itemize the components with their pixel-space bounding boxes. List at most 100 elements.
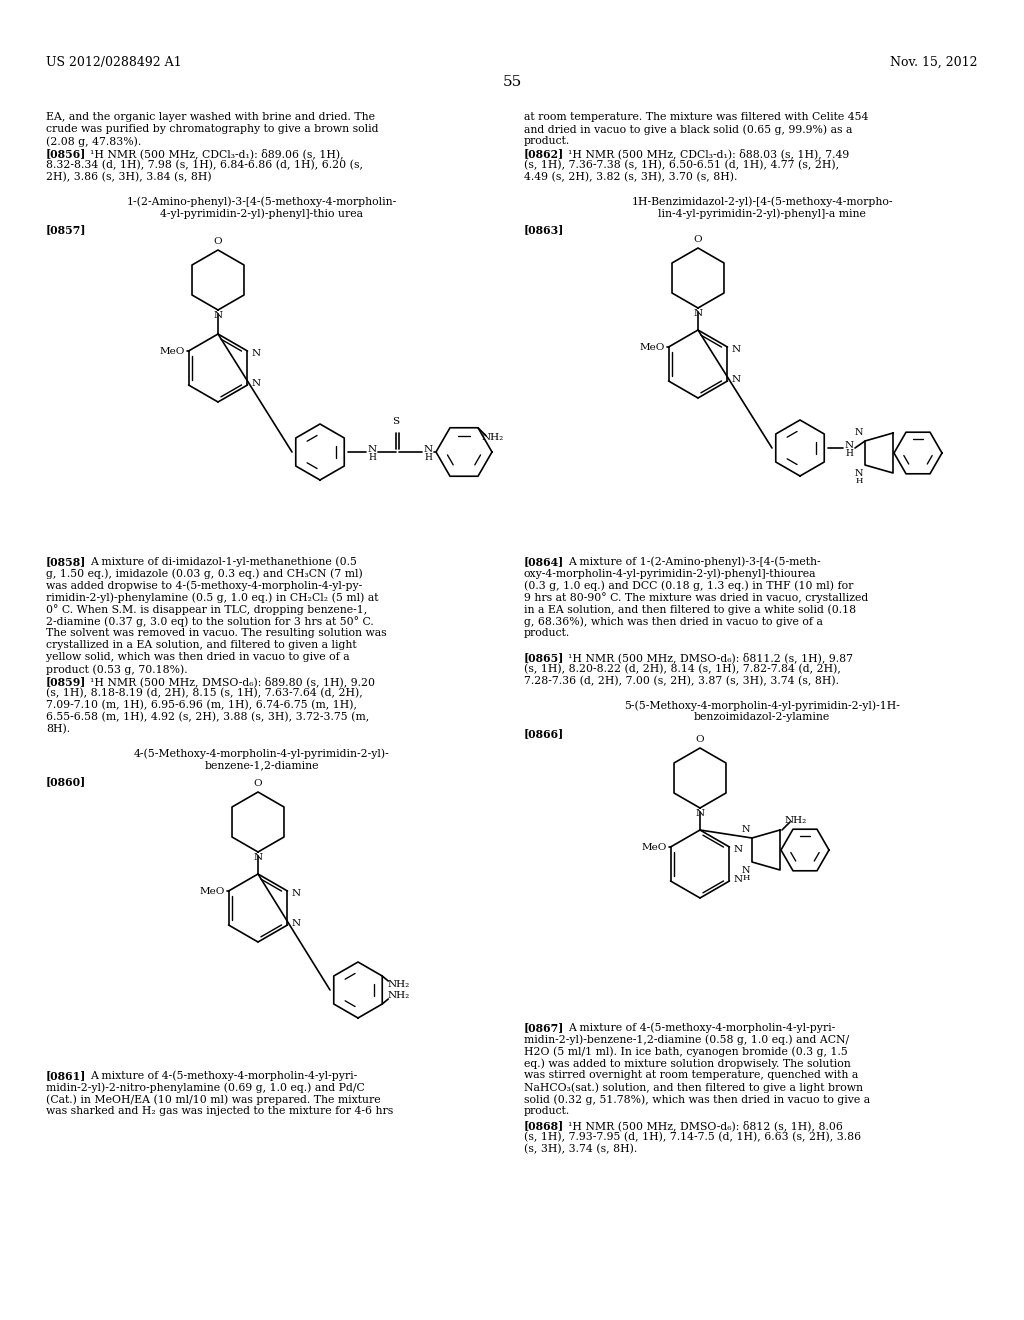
Text: [0867]: [0867]: [524, 1022, 564, 1034]
Text: N: N: [854, 469, 863, 478]
Text: 7.28-7.36 (d, 2H), 7.00 (s, 2H), 3.87 (s, 3H), 3.74 (s, 8H).: 7.28-7.36 (d, 2H), 7.00 (s, 2H), 3.87 (s…: [524, 676, 839, 686]
Text: H: H: [424, 453, 432, 462]
Text: N: N: [253, 853, 262, 862]
Text: 8H).: 8H).: [46, 723, 70, 734]
Text: O: O: [254, 779, 262, 788]
Text: benzoimidazol-2-ylamine: benzoimidazol-2-ylamine: [694, 711, 830, 722]
Text: N: N: [741, 825, 750, 834]
Text: MeO: MeO: [641, 842, 667, 851]
Text: N: N: [731, 345, 740, 354]
Text: (s, 1H), 8.20-8.22 (d, 2H), 8.14 (s, 1H), 7.82-7.84 (d, 2H),: (s, 1H), 8.20-8.22 (d, 2H), 8.14 (s, 1H)…: [524, 664, 841, 675]
Text: O: O: [214, 238, 222, 246]
Text: [0864]: [0864]: [524, 556, 564, 568]
Text: N: N: [695, 809, 705, 818]
Text: A mixture of 1-(2-Amino-phenyl)-3-[4-(5-meth-: A mixture of 1-(2-Amino-phenyl)-3-[4-(5-…: [568, 556, 820, 566]
Text: 8.32-8.34 (d, 1H), 7.98 (s, 1H), 6.84-6.86 (d, 1H), 6.20 (s,: 8.32-8.34 (d, 1H), 7.98 (s, 1H), 6.84-6.…: [46, 160, 362, 170]
Text: N: N: [693, 309, 702, 318]
Text: and dried in vacuo to give a black solid (0.65 g, 99.9%) as a: and dried in vacuo to give a black solid…: [524, 124, 852, 135]
Text: midin-2-yl)-2-nitro-phenylamine (0.69 g, 1.0 eq.) and Pd/C: midin-2-yl)-2-nitro-phenylamine (0.69 g,…: [46, 1082, 365, 1093]
Text: N: N: [368, 445, 377, 454]
Text: [0863]: [0863]: [524, 224, 564, 235]
Text: N: N: [252, 348, 260, 358]
Text: 6.55-6.58 (m, 1H), 4.92 (s, 2H), 3.88 (s, 3H), 3.72-3.75 (m,: 6.55-6.58 (m, 1H), 4.92 (s, 2H), 3.88 (s…: [46, 711, 370, 722]
Text: N: N: [741, 866, 750, 875]
Text: oxy-4-morpholin-4-yl-pyrimidin-2-yl)-phenyl]-thiourea: oxy-4-morpholin-4-yl-pyrimidin-2-yl)-phe…: [524, 568, 816, 578]
Text: N: N: [292, 919, 301, 928]
Text: 55: 55: [503, 75, 521, 88]
Text: H2O (5 ml/1 ml). In ice bath, cyanogen bromide (0.3 g, 1.5: H2O (5 ml/1 ml). In ice bath, cyanogen b…: [524, 1045, 848, 1056]
Text: crude was purified by chromatography to give a brown solid: crude was purified by chromatography to …: [46, 124, 379, 135]
Text: A mixture of di-imidazol-1-yl-methanethione (0.5: A mixture of di-imidazol-1-yl-methanethi…: [90, 556, 357, 566]
Text: product.: product.: [524, 136, 570, 147]
Text: (Cat.) in MeOH/EA (10 ml/10 ml) was prepared. The mixture: (Cat.) in MeOH/EA (10 ml/10 ml) was prep…: [46, 1094, 381, 1105]
Text: lin-4-yl-pyrimidin-2-yl)-phenyl]-a mine: lin-4-yl-pyrimidin-2-yl)-phenyl]-a mine: [658, 209, 866, 219]
Text: O: O: [693, 235, 702, 244]
Text: NH₂: NH₂: [387, 991, 410, 1001]
Text: 2-diamine (0.37 g, 3.0 eq) to the solution for 3 hrs at 50° C.: 2-diamine (0.37 g, 3.0 eq) to the soluti…: [46, 616, 374, 627]
Text: N: N: [292, 888, 301, 898]
Text: 9 hrs at 80-90° C. The mixture was dried in vacuo, crystallized: 9 hrs at 80-90° C. The mixture was dried…: [524, 591, 868, 603]
Text: N: N: [213, 312, 222, 319]
Text: 1-(2-Amino-phenyl)-3-[4-(5-methoxy-4-morpholin-: 1-(2-Amino-phenyl)-3-[4-(5-methoxy-4-mor…: [127, 195, 397, 206]
Text: 4.49 (s, 2H), 3.82 (s, 3H), 3.70 (s, 8H).: 4.49 (s, 2H), 3.82 (s, 3H), 3.70 (s, 8H)…: [524, 172, 737, 182]
Text: crystallized in a EA solution, and filtered to given a light: crystallized in a EA solution, and filte…: [46, 640, 356, 649]
Text: (s, 1H), 7.93-7.95 (d, 1H), 7.14-7.5 (d, 1H), 6.63 (s, 2H), 3.86: (s, 1H), 7.93-7.95 (d, 1H), 7.14-7.5 (d,…: [524, 1133, 861, 1142]
Text: H: H: [856, 477, 863, 484]
Text: MeO: MeO: [200, 887, 224, 895]
Text: H: H: [368, 453, 376, 462]
Text: (s, 3H), 3.74 (s, 8H).: (s, 3H), 3.74 (s, 8H).: [524, 1144, 637, 1155]
Text: (0.3 g, 1.0 eq.) and DCC (0.18 g, 1.3 eq.) in THF (10 ml) for: (0.3 g, 1.0 eq.) and DCC (0.18 g, 1.3 eq…: [524, 579, 853, 590]
Text: NH₂: NH₂: [387, 979, 410, 989]
Text: N: N: [845, 441, 854, 450]
Text: [0861]: [0861]: [46, 1071, 86, 1081]
Text: 2H), 3.86 (s, 3H), 3.84 (s, 8H): 2H), 3.86 (s, 3H), 3.84 (s, 8H): [46, 172, 212, 182]
Text: at room temperature. The mixture was filtered with Celite 454: at room temperature. The mixture was fil…: [524, 112, 868, 121]
Text: N: N: [731, 375, 740, 384]
Text: ¹H NMR (500 MHz, DMSO-d₆): δ89.80 (s, 1H), 9.20: ¹H NMR (500 MHz, DMSO-d₆): δ89.80 (s, 1H…: [90, 676, 375, 686]
Text: 4-(5-Methoxy-4-morpholin-4-yl-pyrimidin-2-yl)-: 4-(5-Methoxy-4-morpholin-4-yl-pyrimidin-…: [134, 748, 390, 759]
Text: ¹H NMR (500 MHz, DMSO-d₆): δ812 (s, 1H), 8.06: ¹H NMR (500 MHz, DMSO-d₆): δ812 (s, 1H),…: [568, 1119, 843, 1131]
Text: solid (0.32 g, 51.78%), which was then dried in vacuo to give a: solid (0.32 g, 51.78%), which was then d…: [524, 1094, 870, 1105]
Text: [0868]: [0868]: [524, 1119, 564, 1131]
Text: benzene-1,2-diamine: benzene-1,2-diamine: [205, 760, 319, 770]
Text: MeO: MeO: [159, 346, 184, 355]
Text: A mixture of 4-(5-methoxy-4-morpholin-4-yl-pyri-: A mixture of 4-(5-methoxy-4-morpholin-4-…: [90, 1071, 357, 1081]
Text: N: N: [733, 845, 742, 854]
Text: g, 1.50 eq.), imidazole (0.03 g, 0.3 eq.) and CH₃CN (7 ml): g, 1.50 eq.), imidazole (0.03 g, 0.3 eq.…: [46, 568, 362, 578]
Text: was stirred overnight at room temperature, quenched with a: was stirred overnight at room temperatur…: [524, 1071, 858, 1080]
Text: yellow solid, which was then dried in vacuo to give of a: yellow solid, which was then dried in va…: [46, 652, 349, 663]
Text: 4-yl-pyrimidin-2-yl)-phenyl]-thio urea: 4-yl-pyrimidin-2-yl)-phenyl]-thio urea: [161, 209, 364, 219]
Text: was sharked and H₂ gas was injected to the mixture for 4-6 hrs: was sharked and H₂ gas was injected to t…: [46, 1106, 393, 1115]
Text: N: N: [252, 379, 260, 388]
Text: [0866]: [0866]: [524, 729, 564, 739]
Text: product (0.53 g, 70.18%).: product (0.53 g, 70.18%).: [46, 664, 187, 675]
Text: N: N: [424, 445, 433, 454]
Text: 0° C. When S.M. is disappear in TLC, dropping benzene-1,: 0° C. When S.M. is disappear in TLC, dro…: [46, 605, 368, 615]
Text: NH₂: NH₂: [785, 816, 807, 825]
Text: Nov. 15, 2012: Nov. 15, 2012: [891, 55, 978, 69]
Text: product.: product.: [524, 628, 570, 638]
Text: rimidin-2-yl)-phenylamine (0.5 g, 1.0 eq.) in CH₂Cl₂ (5 ml) at: rimidin-2-yl)-phenylamine (0.5 g, 1.0 eq…: [46, 591, 379, 602]
Text: [0857]: [0857]: [46, 224, 86, 235]
Text: The solvent was removed in vacuo. The resulting solution was: The solvent was removed in vacuo. The re…: [46, 628, 387, 638]
Text: eq.) was added to mixture solution dropwisely. The solution: eq.) was added to mixture solution dropw…: [524, 1059, 851, 1069]
Text: NH₂: NH₂: [482, 433, 504, 442]
Text: in a EA solution, and then filtered to give a white solid (0.18: in a EA solution, and then filtered to g…: [524, 605, 856, 615]
Text: ¹H NMR (500 MHz, CDCl₃-d₁): δ88.03 (s, 1H), 7.49: ¹H NMR (500 MHz, CDCl₃-d₁): δ88.03 (s, 1…: [568, 148, 849, 158]
Text: [0859]: [0859]: [46, 676, 86, 686]
Text: EA, and the organic layer washed with brine and dried. The: EA, and the organic layer washed with br…: [46, 112, 375, 121]
Text: S: S: [392, 417, 399, 426]
Text: was added dropwise to 4-(5-methoxy-4-morpholin-4-yl-py-: was added dropwise to 4-(5-methoxy-4-mor…: [46, 579, 362, 590]
Text: [0862]: [0862]: [524, 148, 564, 158]
Text: US 2012/0288492 A1: US 2012/0288492 A1: [46, 55, 181, 69]
Text: (s, 1H), 8.18-8.19 (d, 2H), 8.15 (s, 1H), 7.63-7.64 (d, 2H),: (s, 1H), 8.18-8.19 (d, 2H), 8.15 (s, 1H)…: [46, 688, 362, 698]
Text: 5-(5-Methoxy-4-morpholin-4-yl-pyrimidin-2-yl)-1H-: 5-(5-Methoxy-4-morpholin-4-yl-pyrimidin-…: [624, 700, 900, 710]
Text: midin-2-yl)-benzene-1,2-diamine (0.58 g, 1.0 eq.) and ACN/: midin-2-yl)-benzene-1,2-diamine (0.58 g,…: [524, 1034, 849, 1044]
Text: [0865]: [0865]: [524, 652, 564, 663]
Text: [0860]: [0860]: [46, 776, 86, 787]
Text: [0856]: [0856]: [46, 148, 86, 158]
Text: 7.09-7.10 (m, 1H), 6.95-6.96 (m, 1H), 6.74-6.75 (m, 1H),: 7.09-7.10 (m, 1H), 6.95-6.96 (m, 1H), 6.…: [46, 700, 357, 710]
Text: (2.08 g, 47.83%).: (2.08 g, 47.83%).: [46, 136, 141, 147]
Text: N: N: [733, 874, 742, 883]
Text: A mixture of 4-(5-methoxy-4-morpholin-4-yl-pyri-: A mixture of 4-(5-methoxy-4-morpholin-4-…: [568, 1022, 836, 1032]
